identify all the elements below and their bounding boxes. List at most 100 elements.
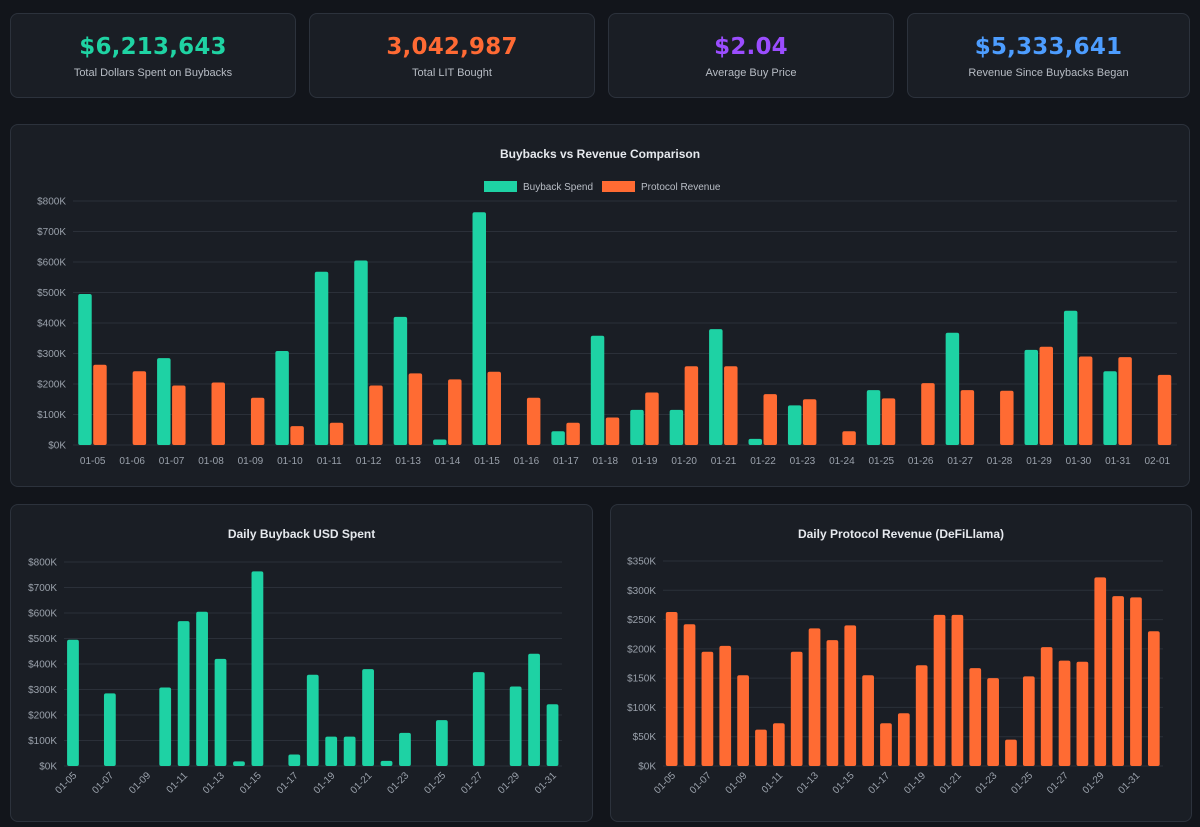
stat-value: $2.04 [714, 34, 788, 60]
bar [435, 720, 448, 766]
x-tick-label: 01-31 [533, 770, 559, 796]
comparison-chart: $0K $100K $200K $300K $400K $500K $600K $700K $8… [37, 181, 1177, 467]
bar [380, 760, 393, 766]
buyback-bar [787, 405, 802, 445]
bar [897, 713, 910, 766]
bar [737, 675, 749, 766]
x-tick-label: 01-13 [395, 456, 421, 467]
buyback-bar [354, 260, 368, 445]
y-tick-label: $400K [37, 319, 66, 330]
bar [1094, 577, 1107, 766]
stat-card-lit-bought: 3,042,987 Total LIT Bought [309, 13, 595, 98]
y-tick-label: $50K [633, 732, 657, 743]
y-tick-label: $500K [28, 634, 57, 645]
legend-revenue-swatch [602, 181, 635, 192]
revenue-bar [605, 417, 620, 445]
buyback-chart-card: Daily Buyback USD Spent $0K $100K $200K $30… [10, 504, 593, 822]
bar [701, 651, 714, 766]
x-tick-label: 01-06 [119, 456, 145, 467]
x-tick-label: 01-21 [938, 770, 964, 796]
x-tick-label: 01-31 [1105, 456, 1131, 467]
revenue-bar [172, 385, 186, 445]
x-tick-label: 01-28 [987, 456, 1013, 467]
x-tick-label: 01-27 [947, 456, 973, 467]
bar [399, 732, 411, 766]
y-tick-label: $300K [627, 586, 656, 597]
bar [987, 678, 999, 766]
x-tick-label: 01-21 [711, 456, 737, 467]
stat-card-average-price: $2.04 Average Buy Price [608, 13, 894, 98]
revenue-bar [960, 390, 975, 445]
y-tick-label: $800K [37, 197, 66, 208]
stat-label: Total LIT Bought [412, 67, 492, 79]
x-tick-label: 01-19 [632, 456, 658, 467]
buyback-bar [709, 329, 723, 445]
revenue-bar [566, 422, 580, 445]
bar [755, 729, 767, 766]
y-tick-label: $300K [28, 685, 57, 696]
x-tick-label: 01-29 [1026, 456, 1052, 467]
buyback-bar [433, 439, 447, 445]
x-tick-label: 01-22 [750, 456, 776, 467]
x-tick-label: 01-20 [671, 456, 697, 467]
chart-title: Daily Buyback USD Spent [227, 527, 376, 541]
buyback-bar [748, 438, 762, 445]
x-tick-label: 01-12 [356, 456, 382, 467]
bar [233, 761, 245, 766]
bar [67, 639, 79, 766]
buyback-bar [157, 358, 171, 445]
bar [1058, 660, 1071, 766]
bar [683, 624, 696, 766]
chart-title: Daily Protocol Revenue (DeFiLlama) [797, 527, 1005, 541]
comparison-chart-card: Buybacks vs Revenue Comparison $0K $100K $… [10, 124, 1190, 487]
bar [1130, 597, 1142, 766]
y-tick-label: $700K [28, 583, 57, 594]
x-tick-label: 01-10 [277, 456, 303, 467]
y-tick-label: $500K [37, 288, 66, 299]
y-tick-label: $600K [28, 609, 57, 620]
x-tick-label: 01-19 [902, 770, 928, 796]
revenue-bar [1157, 374, 1172, 445]
x-tick-label: 01-09 [724, 770, 750, 796]
revenue-bar [1118, 357, 1132, 445]
revenue-bar [408, 373, 423, 445]
y-tick-label: $200K [28, 711, 57, 722]
bar [214, 658, 227, 766]
buyback-bar [1024, 349, 1038, 445]
bar [969, 668, 982, 766]
y-tick-label: $0K [39, 762, 57, 773]
bar [1040, 647, 1053, 766]
x-tick-label: 01-13 [795, 770, 821, 796]
revenue-bar [724, 366, 738, 445]
revenue-bar [250, 397, 265, 445]
revenue-bar [132, 371, 147, 445]
stat-label: Total Dollars Spent on Buybacks [73, 67, 233, 79]
bar [546, 704, 559, 766]
bar [915, 665, 928, 766]
buyback-bar [630, 409, 644, 445]
y-tick-label: $100K [627, 703, 656, 714]
x-tick-label: 01-05 [80, 456, 106, 467]
x-tick-label: 01-15 [474, 456, 500, 467]
legend-buyback-label: Buyback Spend [523, 182, 593, 193]
x-tick-label: 01-11 [760, 770, 786, 796]
x-tick-label: 01-27 [459, 770, 485, 796]
x-tick-label: 01-30 [1066, 456, 1092, 467]
y-tick-label: $800K [28, 558, 57, 569]
y-tick-label: $300K [37, 349, 66, 360]
bar [103, 693, 116, 766]
stat-value: $6,213,643 [79, 34, 227, 60]
x-tick-label: 01-25 [422, 770, 448, 796]
y-tick-label: $600K [37, 258, 66, 269]
bar [159, 687, 172, 766]
bar [362, 669, 374, 766]
revenue-bar [921, 383, 935, 445]
bar [826, 640, 839, 766]
bar [288, 754, 301, 766]
x-tick-label: 01-27 [1045, 770, 1071, 796]
bar [325, 736, 338, 766]
bar [933, 614, 946, 766]
x-tick-label: 01-11 [165, 770, 191, 796]
x-tick-label: 01-29 [1081, 770, 1107, 796]
x-tick-label: 01-25 [1009, 770, 1035, 796]
